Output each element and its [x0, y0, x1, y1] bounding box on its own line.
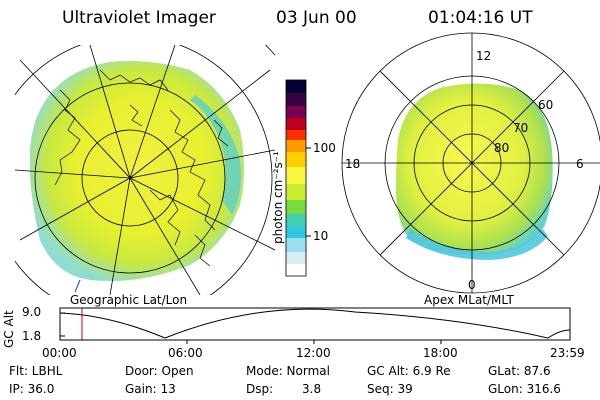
- colorbar-stripe-7: [286, 167, 306, 184]
- altitude-plot: [59, 307, 571, 344]
- colorbar-stripe-8: [286, 184, 306, 200]
- colorbar-stripe-3: [286, 118, 306, 130]
- altitude-plot-frame: [59, 307, 571, 341]
- mlt-label-0: 0: [468, 278, 476, 292]
- colorbar-stripe-12: [286, 238, 306, 252]
- altitude-curve: [59, 308, 571, 339]
- colorbar-stripe-0: [286, 80, 306, 93]
- colorbar-stripe-9: [286, 200, 306, 214]
- colorbar-stripe-5: [286, 140, 306, 152]
- colorbar-stripe-14: [286, 264, 306, 276]
- right-panel-caption: Apex MLat/MLT: [424, 293, 514, 307]
- altitude-xtick-4: 23:59: [550, 346, 585, 360]
- colorbar-stripe-1: [286, 93, 306, 106]
- terminator-line: [74, 279, 81, 293]
- auroral-emission-left: [29, 61, 244, 281]
- geographic-map: [15, 45, 275, 295]
- colorbar: [285, 79, 311, 277]
- colorbar-frame: [285, 79, 307, 277]
- status-dsp-label: Dsp:: [246, 382, 274, 396]
- polar-grid: [341, 32, 600, 294]
- colorbar-label-100: 100: [313, 141, 336, 155]
- status-gc-alt: GC Alt: 6.9 Re: [367, 364, 451, 378]
- auroral-emission-right: [395, 83, 553, 256]
- colorbar-label-10: 10: [313, 229, 329, 243]
- instrument-title: Ultraviolet Imager: [62, 8, 216, 28]
- altitude-ylabel: GC Alt: [2, 310, 16, 348]
- status-gain: Gain: 13: [125, 382, 176, 396]
- altitude-xtick-0: 00:00: [42, 346, 77, 360]
- xticks: [186, 340, 442, 344]
- mlt-label-6: 6: [576, 157, 584, 171]
- colorbar-stripe-2: [286, 106, 306, 118]
- altitude-xtick-1: 06:00: [168, 346, 203, 360]
- altitude-xtick-2: 12:00: [296, 346, 331, 360]
- status-ip: IP: 36.0: [9, 382, 55, 396]
- header-time: 01:04:16 UT: [428, 8, 533, 28]
- status-door: Door: Open: [125, 364, 194, 378]
- status-mode: Mode: Normal: [246, 364, 330, 378]
- colorbar-unit: photon cm⁻²s⁻¹: [271, 151, 285, 244]
- status-seq: Seq: 39: [367, 382, 413, 396]
- status-filter: Flt: LBHL: [9, 364, 63, 378]
- mlat-label-60: 60: [538, 98, 554, 112]
- colorbar-stripe-10: [286, 214, 306, 226]
- status-glat: GLat: 87.6: [488, 364, 551, 378]
- mlt-label-18: 18: [345, 157, 361, 171]
- left-panel-caption: Geographic Lat/Lon: [70, 293, 188, 307]
- colorbar-stripe-6: [286, 152, 306, 167]
- colorbar-stripe-11: [286, 226, 306, 238]
- mlt-label-12: 12: [476, 49, 492, 63]
- header-date: 03 Jun 00: [276, 8, 357, 28]
- dayside-cyan-edge: [190, 95, 241, 215]
- lat-lon-grid: [15, 45, 275, 295]
- altitude-ytick-1.8: 1.8: [22, 329, 42, 343]
- colorbar-stripe-4: [286, 130, 306, 140]
- altitude-ytick-9: 9.0: [22, 305, 42, 319]
- status-glon: GLon: 316.6: [488, 382, 561, 396]
- colorbar-stripe-13: [286, 252, 306, 264]
- status-dsp-value: 3.8: [302, 382, 322, 396]
- nightside-cyan-edge: [406, 228, 548, 260]
- mlat-label-70: 70: [513, 121, 529, 135]
- altitude-xtick-3: 18:00: [423, 346, 458, 360]
- polar-plot: [341, 32, 600, 294]
- mlat-label-80: 80: [494, 141, 510, 155]
